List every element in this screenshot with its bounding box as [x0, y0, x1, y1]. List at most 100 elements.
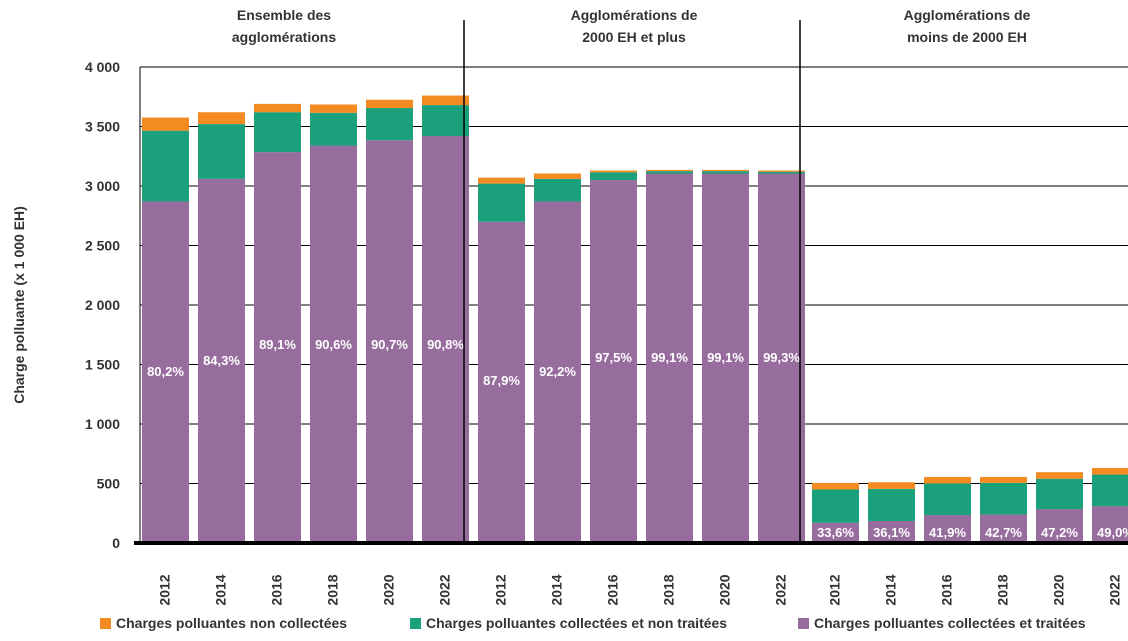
bar-segment-collectees-non-traitees	[366, 108, 413, 141]
bar-segment-collectees-non-traitees	[478, 183, 525, 222]
bar-segment-collectees-traitees	[812, 522, 859, 543]
legend-swatch	[410, 618, 421, 629]
data-label: 99,1%	[707, 350, 744, 365]
x-tick-label: 2018	[325, 574, 341, 605]
y-tick-label: 4 000	[85, 59, 120, 75]
bar-segment-collectees-non-traitees	[310, 112, 357, 146]
bar-segment-collectees-non-traitees	[812, 489, 859, 523]
bar-segment-non-collectees	[478, 177, 525, 184]
bar-segment-non-collectees	[142, 117, 189, 131]
bar-segment-collectees-traitees	[590, 180, 637, 544]
y-tick-label: 1 500	[85, 357, 120, 373]
x-tick-label: 2016	[605, 574, 621, 605]
bar-segment-collectees-traitees	[702, 173, 749, 543]
data-label: 99,3%	[763, 350, 800, 365]
y-tick-label: 1 000	[85, 416, 120, 432]
group-title: Agglomérations de	[904, 7, 1031, 23]
data-label: 90,6%	[315, 337, 352, 352]
bar-segment-collectees-non-traitees	[1092, 474, 1128, 507]
bar-segment-non-collectees	[590, 170, 637, 173]
bar-segment-collectees-traitees	[478, 221, 525, 543]
data-label: 36,1%	[873, 525, 910, 540]
bar-segment-non-collectees	[924, 476, 971, 484]
bar-segment-non-collectees	[366, 99, 413, 109]
group-title: moins de 2000 EH	[907, 29, 1027, 45]
bar-segment-non-collectees	[812, 482, 859, 490]
bar-segment-non-collectees	[254, 103, 301, 113]
x-tick-label: 2014	[213, 574, 229, 605]
data-label: 97,5%	[595, 350, 632, 365]
bar-segment-collectees-traitees	[758, 173, 805, 543]
x-tick-label: 2020	[381, 574, 397, 605]
bar-segment-collectees-non-traitees	[646, 171, 693, 174]
bar-segment-collectees-traitees	[646, 173, 693, 543]
bar-segment-collectees-traitees	[366, 140, 413, 543]
bar-segment-collectees-non-traitees	[142, 130, 189, 202]
x-tick-label: 2018	[661, 574, 677, 605]
y-tick-label: 3 500	[85, 119, 120, 135]
group-title: 2000 EH et plus	[582, 29, 686, 45]
data-label: 92,2%	[539, 364, 576, 379]
data-label: 99,1%	[651, 350, 688, 365]
bar-segment-collectees-non-traitees	[980, 482, 1027, 515]
bar-segment-non-collectees	[198, 112, 245, 125]
bar-segment-collectees-traitees	[254, 152, 301, 543]
bar-segment-collectees-traitees	[198, 178, 245, 544]
data-label: 87,9%	[483, 373, 520, 388]
data-label: 90,8%	[427, 337, 464, 352]
x-tick-label: 2020	[717, 574, 733, 605]
x-tick-label: 2016	[269, 574, 285, 605]
bar-segment-non-collectees	[758, 170, 805, 172]
bar-segment-collectees-non-traitees	[868, 488, 915, 521]
bar-segment-collectees-traitees	[534, 201, 581, 543]
data-label: 33,6%	[817, 525, 854, 540]
bar-segment-collectees-non-traitees	[924, 483, 971, 516]
group-title: Ensemble des	[237, 7, 331, 23]
data-label: 84,3%	[203, 353, 240, 368]
group-title: agglomérations	[232, 29, 336, 45]
y-tick-label: 2 000	[85, 297, 120, 313]
x-tick-label: 2014	[883, 574, 899, 605]
bar-segment-non-collectees	[1036, 472, 1083, 479]
data-label: 41,9%	[929, 525, 966, 540]
y-tick-label: 2 500	[85, 238, 120, 254]
bar-segment-collectees-non-traitees	[534, 178, 581, 202]
bar-segment-collectees-non-traitees	[702, 171, 749, 174]
group-title: Agglomérations de	[571, 7, 698, 23]
data-label: 89,1%	[259, 337, 296, 352]
bar-segment-non-collectees	[646, 169, 693, 172]
data-label: 80,2%	[147, 364, 184, 379]
bar-segment-non-collectees	[702, 169, 749, 172]
y-axis-label: Charge polluante (x 1 000 EH)	[11, 206, 27, 404]
legend-swatch	[100, 618, 111, 629]
legend-label: Charges polluantes collectées et traitée…	[814, 615, 1086, 631]
bar-segment-non-collectees	[868, 482, 915, 489]
y-tick-label: 3 000	[85, 178, 120, 194]
bar-segment-non-collectees	[310, 104, 357, 113]
x-tick-label: 2022	[437, 574, 453, 605]
bar-segment-non-collectees	[422, 95, 469, 106]
y-tick-label: 500	[97, 476, 121, 492]
bar-segment-collectees-traitees	[142, 201, 189, 543]
x-tick-label: 2022	[773, 574, 789, 605]
bar-segment-collectees-traitees	[310, 145, 357, 544]
bar-segment-collectees-traitees	[422, 136, 469, 543]
bar-segment-collectees-non-traitees	[590, 172, 637, 181]
bar-segment-collectees-non-traitees	[254, 112, 301, 153]
bar-segment-collectees-traitees	[924, 515, 971, 543]
data-label: 42,7%	[985, 525, 1022, 540]
bar-segment-collectees-non-traitees	[422, 105, 469, 137]
data-label: 49,0%	[1097, 525, 1128, 540]
bar-segment-collectees-traitees	[980, 514, 1027, 543]
bar-segment-collectees-traitees	[1092, 506, 1128, 543]
x-tick-label: 2018	[995, 574, 1011, 605]
legend-label: Charges polluantes non collectées	[116, 615, 347, 631]
bar-segment-non-collectees	[534, 173, 581, 179]
x-tick-label: 2016	[939, 574, 955, 605]
x-tick-label: 2022	[1107, 574, 1123, 605]
bar-segment-non-collectees	[980, 476, 1027, 483]
bar-segment-collectees-non-traitees	[1036, 478, 1083, 510]
x-tick-label: 2014	[549, 574, 565, 605]
data-label: 90,7%	[371, 337, 408, 352]
